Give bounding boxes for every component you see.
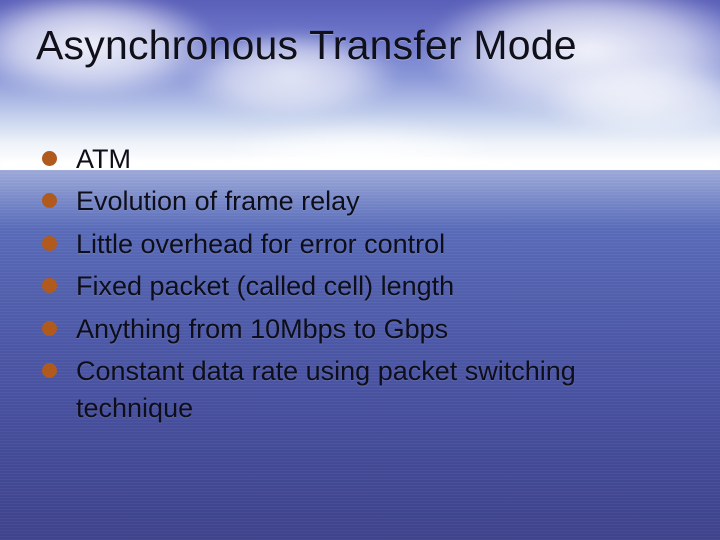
bullet-item: Fixed packet (called cell) length bbox=[42, 268, 684, 304]
bullet-item: Little overhead for error control bbox=[42, 226, 684, 262]
bullet-dot-icon bbox=[42, 193, 57, 208]
slide-content: Asynchronous Transfer Mode ATM Evolution… bbox=[0, 0, 720, 426]
bullet-dot-icon bbox=[42, 363, 57, 378]
bullet-item: Anything from 10Mbps to Gbps bbox=[42, 311, 684, 347]
bullet-item: Constant data rate using packet switchin… bbox=[42, 353, 684, 426]
slide: Asynchronous Transfer Mode ATM Evolution… bbox=[0, 0, 720, 540]
bullet-text: Anything from 10Mbps to Gbps bbox=[76, 314, 448, 344]
bullet-dot-icon bbox=[42, 278, 57, 293]
bullet-dot-icon bbox=[42, 321, 57, 336]
bullet-text: Little overhead for error control bbox=[76, 229, 445, 259]
bullet-list: ATM Evolution of frame relay Little over… bbox=[36, 141, 684, 426]
bullet-text: Fixed packet (called cell) length bbox=[76, 271, 454, 301]
bullet-dot-icon bbox=[42, 151, 57, 166]
bullet-text: ATM bbox=[76, 144, 131, 174]
bullet-dot-icon bbox=[42, 236, 57, 251]
slide-title: Asynchronous Transfer Mode bbox=[36, 22, 684, 69]
bullet-text: Constant data rate using packet switchin… bbox=[76, 356, 576, 422]
bullet-text: Evolution of frame relay bbox=[76, 186, 360, 216]
bullet-item: Evolution of frame relay bbox=[42, 183, 684, 219]
bullet-item: ATM bbox=[42, 141, 684, 177]
